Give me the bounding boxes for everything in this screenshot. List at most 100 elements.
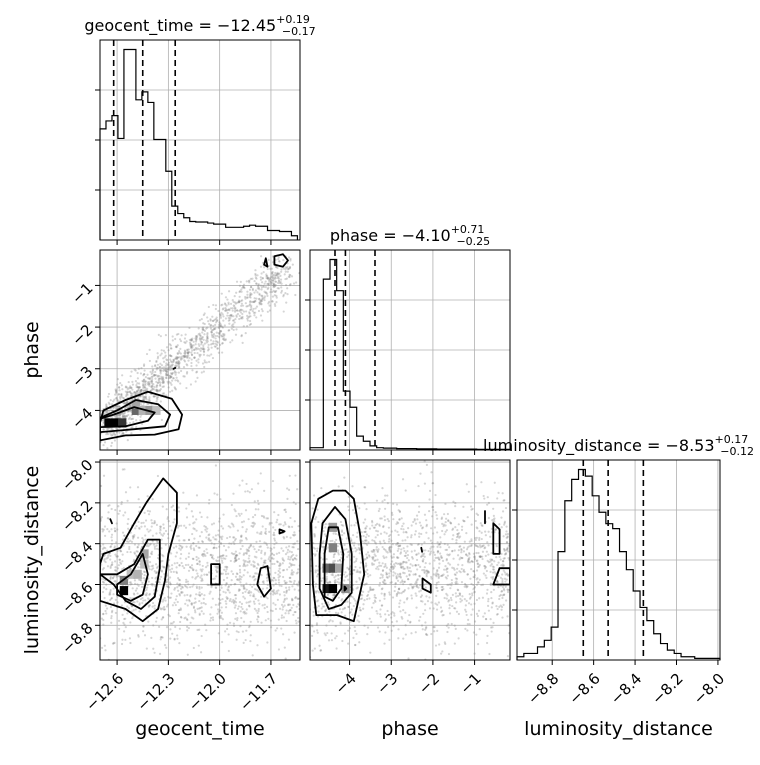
scatter-point [380,533,382,535]
scatter-point [147,495,149,497]
scatter-point [146,528,148,530]
scatter-point [151,568,153,570]
scatter-point [347,506,349,508]
scatter-point [265,280,267,282]
scatter-point [162,535,164,537]
scatter-point [252,308,254,310]
scatter-point [487,553,489,555]
scatter-point [199,594,201,596]
scatter-point [156,524,158,526]
scatter-point [231,579,233,581]
scatter-point [183,539,185,541]
scatter-point [157,356,159,358]
scatter-point [366,544,368,546]
scatter-point [105,561,107,563]
scatter-point [103,558,105,560]
scatter-point [235,604,237,606]
scatter-point [232,573,234,575]
scatter-point [486,642,488,644]
scatter-point [273,563,275,565]
scatter-point [246,564,248,566]
scatter-point [398,606,400,608]
scatter-point [490,618,492,620]
scatter-point [225,549,227,551]
scatter-point [175,374,177,376]
scatter-point [375,610,377,612]
scatter-point [185,334,187,336]
scatter-point [172,339,174,341]
scatter-point [407,620,409,622]
scatter-point [178,364,180,366]
scatter-point [134,583,136,585]
scatter-point [215,308,217,310]
scatter-point [410,632,412,634]
scatter-point [405,489,407,491]
scatter-point [365,564,367,566]
scatter-point [436,518,438,520]
scatter-point [397,637,399,639]
scatter-point [168,520,170,522]
scatter-point [111,534,113,536]
scatter-point [122,554,124,556]
scatter-point [353,598,355,600]
scatter-point [235,292,237,294]
scatter-point [213,547,215,549]
scatter-point [238,513,240,515]
scatter-point [135,380,137,382]
scatter-point [415,607,417,609]
scatter-point [263,560,265,562]
scatter-point [356,569,358,571]
scatter-point [366,525,368,527]
scatter-point [365,539,367,541]
scatter-point [280,279,282,281]
scatter-point [241,287,243,289]
scatter-point [396,503,398,505]
scatter-point [206,316,208,318]
scatter-point [352,637,354,639]
scatter-point [153,544,155,546]
scatter-point [403,547,405,549]
scatter-point [208,323,210,325]
scatter-point [224,303,226,305]
scatter-point [461,568,463,570]
scatter-point [258,546,260,548]
scatter-point [148,605,150,607]
scatter-point [129,385,131,387]
scatter-point [295,596,297,598]
scatter-point [347,579,349,581]
scatter-point [178,609,180,611]
scatter-point [244,490,246,492]
scatter-point [316,600,318,602]
scatter-point [345,548,347,550]
scatter-point [425,532,427,534]
scatter-point [295,281,297,283]
scatter-point [286,590,288,592]
scatter-point [336,581,338,583]
scatter-point [233,602,235,604]
scatter-point [254,500,256,502]
scatter-point [273,532,275,534]
scatter-point [104,535,106,537]
scatter-point [187,360,189,362]
scatter-point [404,612,406,614]
scatter-point [293,531,295,533]
scatter-point [121,639,123,641]
scatter-point [414,574,416,576]
scatter-point [368,535,370,537]
scatter-point [188,348,190,350]
scatter-point [201,568,203,570]
scatter-point [176,634,178,636]
scatter-point [239,484,241,486]
scatter-point [142,625,144,627]
scatter-point [387,626,389,628]
scatter-point [189,586,191,588]
scatter-point [198,345,200,347]
scatter-point [433,607,435,609]
scatter-point [132,535,134,537]
scatter-point [182,565,184,567]
scatter-point [210,539,212,541]
scatter-point [267,436,269,438]
scatter-point [338,597,340,599]
scatter-point [140,668,142,670]
title-minus: −0.17 [282,25,316,38]
